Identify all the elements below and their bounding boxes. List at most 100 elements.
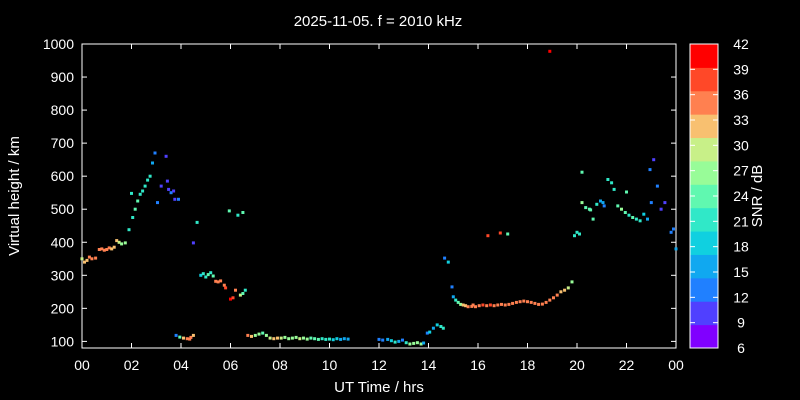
x-tick-label: 20	[569, 357, 585, 373]
data-point	[83, 260, 86, 264]
data-point	[120, 242, 124, 246]
data-point	[506, 232, 510, 236]
colorbar-tick-label: 24	[733, 188, 749, 204]
data-point	[146, 178, 150, 182]
data-point	[173, 197, 177, 201]
data-point	[507, 302, 511, 306]
data-point	[606, 178, 610, 181]
data-point	[316, 337, 320, 341]
data-point	[159, 184, 163, 188]
data-point	[674, 247, 678, 251]
data-point	[105, 248, 109, 251]
data-point	[404, 341, 408, 345]
data-point	[511, 301, 515, 305]
chart-title: 2025-11-05. f = 2010 kHz	[294, 13, 463, 30]
data-point	[451, 295, 455, 299]
data-point	[397, 339, 401, 343]
x-tick-label: 18	[520, 357, 536, 373]
data-point	[214, 279, 218, 283]
data-point	[279, 336, 283, 340]
data-point	[616, 204, 620, 208]
data-point	[386, 337, 390, 341]
data-point	[672, 227, 675, 231]
data-point	[227, 209, 231, 213]
y-axis-label: Virtual height / km	[6, 136, 23, 256]
data-point	[446, 260, 450, 264]
data-point	[485, 304, 489, 308]
data-point	[264, 333, 268, 337]
data-point	[136, 199, 140, 203]
data-point	[151, 161, 154, 165]
data-point	[584, 206, 588, 210]
data-point	[620, 207, 623, 211]
data-point	[85, 258, 89, 262]
data-point	[377, 337, 381, 341]
data-point	[276, 336, 279, 340]
data-point	[464, 304, 468, 308]
data-point	[238, 293, 242, 297]
data-point	[522, 299, 526, 303]
y-tick-label: 800	[51, 102, 75, 118]
data-point	[199, 273, 203, 277]
data-point	[174, 333, 178, 337]
data-point	[461, 303, 465, 307]
data-point	[488, 303, 492, 307]
data-point	[305, 337, 309, 341]
data-point	[339, 337, 343, 341]
data-point	[172, 189, 176, 193]
data-point	[425, 331, 429, 335]
data-point	[272, 337, 276, 341]
colorbar-segment	[690, 137, 718, 162]
data-point	[236, 213, 240, 217]
data-point	[627, 213, 631, 217]
colorbar-segment	[690, 301, 718, 326]
data-point	[573, 234, 576, 238]
y-tick-label: 700	[51, 135, 75, 151]
data-point	[595, 202, 599, 206]
data-point	[178, 335, 182, 339]
colorbar-tick-label: 6	[737, 340, 745, 356]
data-point	[331, 338, 335, 342]
data-point	[335, 337, 339, 341]
colorbar-tick-label: 9	[737, 315, 745, 331]
data-point	[320, 337, 324, 341]
data-point	[422, 341, 426, 345]
data-point	[246, 333, 250, 337]
data-point	[261, 331, 265, 335]
data-point	[474, 305, 477, 309]
colorbar-segment	[690, 184, 718, 209]
data-point	[514, 300, 518, 304]
data-point	[185, 337, 189, 341]
y-tick-label: 600	[51, 168, 75, 184]
data-point	[328, 337, 331, 341]
data-point	[234, 288, 237, 292]
data-point	[342, 337, 346, 341]
data-point	[107, 246, 111, 250]
data-point	[153, 151, 157, 155]
data-point	[435, 323, 439, 327]
data-point	[466, 305, 470, 309]
data-point	[552, 296, 555, 300]
data-point	[498, 231, 502, 235]
data-point	[243, 288, 247, 292]
data-point	[415, 341, 419, 345]
data-point	[250, 334, 253, 338]
data-point	[408, 342, 412, 346]
data-point	[94, 256, 98, 260]
y-tick-label: 300	[51, 267, 75, 283]
data-point	[222, 283, 226, 287]
x-tick-label: 08	[272, 357, 288, 373]
data-point	[294, 335, 298, 339]
data-point	[313, 337, 317, 341]
data-point	[533, 301, 537, 305]
data-point	[209, 271, 213, 275]
data-point	[148, 174, 152, 178]
data-point	[648, 168, 652, 172]
data-point	[309, 336, 313, 340]
data-point	[188, 337, 192, 341]
colorbar-segment	[690, 160, 718, 185]
x-tick-label: 02	[124, 357, 140, 373]
data-point	[419, 342, 423, 346]
data-point	[164, 154, 168, 158]
data-point	[431, 326, 435, 330]
